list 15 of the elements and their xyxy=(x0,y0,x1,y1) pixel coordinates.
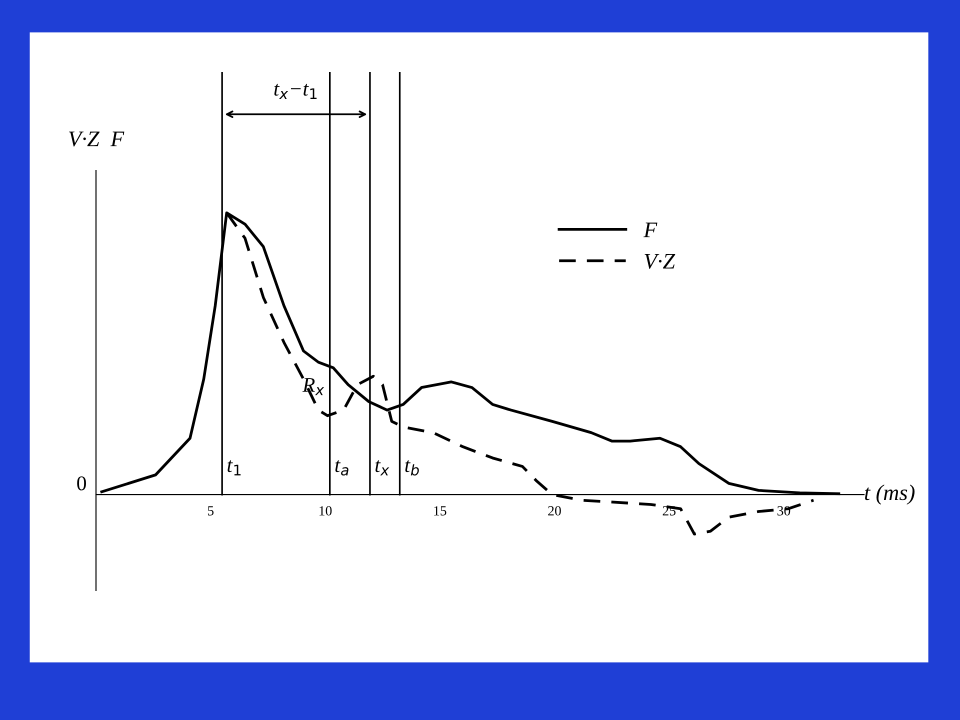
x-tick-label: 5 xyxy=(208,506,214,516)
text: t$_{x}$−t$_{1}$ xyxy=(274,84,317,100)
y-axis-title: V·Z F xyxy=(69,132,124,146)
ref-line-label: t$_{x}$ xyxy=(375,460,390,476)
legend-label: F xyxy=(643,222,658,238)
legend-label: V·Z xyxy=(644,254,676,269)
x-tick-label: 10 xyxy=(320,506,332,516)
x-tick-label: 20 xyxy=(548,506,561,516)
ref-line-label: t$_{1}$ xyxy=(228,460,241,476)
text: 0 xyxy=(77,476,86,490)
annotation: R$_{x}$ xyxy=(302,378,324,396)
x-axis-title: t (ms) xyxy=(864,484,915,505)
x-tick-label: 15 xyxy=(434,506,446,516)
ref-line-label: t$_{b}$ xyxy=(405,460,419,476)
ref-line-label: t$_{a}$ xyxy=(335,460,348,476)
